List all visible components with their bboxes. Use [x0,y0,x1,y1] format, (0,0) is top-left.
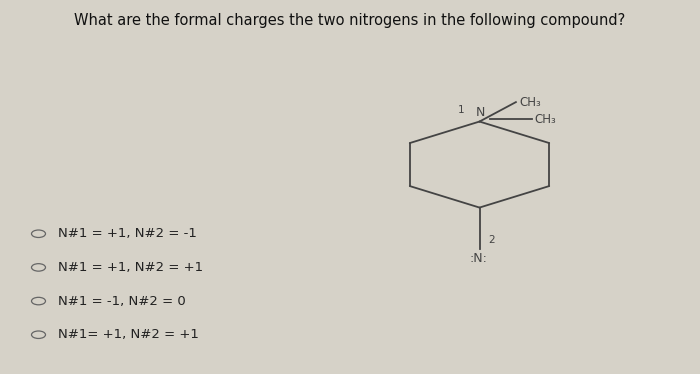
Text: N#1 = -1, N#2 = 0: N#1 = -1, N#2 = 0 [58,295,186,307]
Text: CH₃: CH₃ [534,113,556,126]
Text: What are the formal charges the two nitrogens in the following compound?: What are the formal charges the two nitr… [74,13,626,28]
Text: N: N [476,106,485,119]
Text: 1: 1 [458,105,464,115]
Text: 2: 2 [488,236,494,245]
Text: CH₃: CH₃ [519,96,541,108]
Text: N#1 = +1, N#2 = +1: N#1 = +1, N#2 = +1 [58,261,203,274]
Text: :N:: :N: [469,252,487,265]
Text: N#1 = +1, N#2 = -1: N#1 = +1, N#2 = -1 [58,227,197,240]
Text: N#1= +1, N#2 = +1: N#1= +1, N#2 = +1 [58,328,199,341]
